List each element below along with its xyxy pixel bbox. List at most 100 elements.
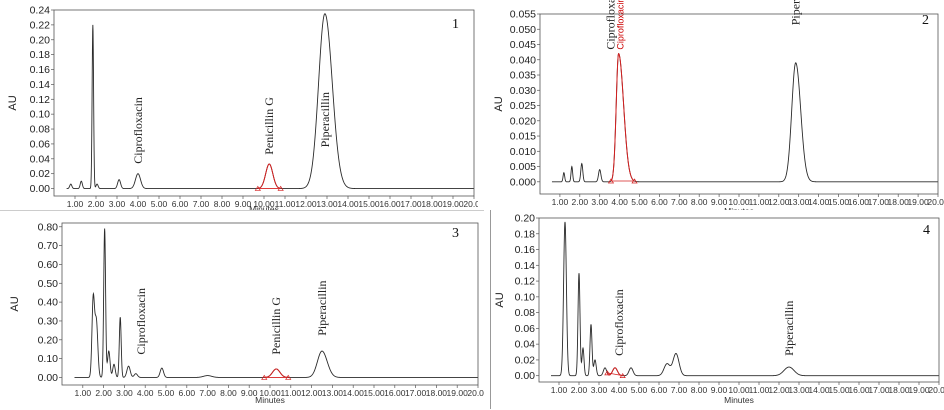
panel-number: 2: [922, 13, 929, 28]
chromatogram-2-plot: 0.000 0.005 0.010 0.015 0.020 0.025 0.030 0.035…: [493, 0, 944, 216]
x-tick-label: 5.00: [631, 385, 648, 395]
x-tick-label: 4.00: [611, 385, 628, 395]
integrated-peak: [264, 368, 289, 378]
y-tick-label: 0.08: [30, 124, 51, 136]
peak-label: Piperacillin: [789, 0, 803, 25]
y-tick-label: 0.50: [38, 278, 59, 290]
x-tick-label: 9.00: [711, 385, 728, 395]
x-tick-label: 3.00: [591, 197, 608, 207]
x-tick-label: 6.00: [651, 385, 668, 395]
peak-label: Ciprofloxacin: [131, 97, 145, 164]
chromatogram-1-plot: 0.00 0.02 0.04 0.06 0.08 0.10 0.12 0.14 0.16 0.18…: [7, 5, 478, 215]
y-tick-label: 0.02: [515, 354, 536, 366]
x-tick-label: 8.00: [220, 388, 237, 398]
x-tick-label: 14.00: [808, 197, 830, 207]
y-tick-label: 0.055: [510, 9, 536, 21]
y-tick-label: 0.035: [510, 70, 536, 82]
y-tick-label: 0.010: [510, 146, 536, 158]
x-tick-label: 7.00: [193, 199, 210, 209]
integration-marker: [631, 178, 638, 184]
x-tick-label: 7.00: [671, 385, 688, 395]
peak-label: Penicillin G: [262, 97, 276, 155]
x-tick-label: 20.00: [467, 388, 484, 398]
x-tick-label: 17.00: [400, 199, 422, 209]
x-tick-label: 15.00: [828, 385, 850, 395]
x-tick-label: 11.00: [280, 388, 301, 398]
x-tick-label: 9.00: [241, 388, 258, 398]
chromatogram-panel-1: 0.00 0.02 0.04 0.06 0.08 0.10 0.12 0.14 0.16 0.18…: [0, 0, 478, 216]
y-tick-label: 0.06: [30, 138, 51, 150]
x-tick-label: 13.00: [322, 388, 344, 398]
y-tick-label: 0.18: [30, 49, 51, 61]
panel-number: 3: [452, 226, 459, 241]
y-tick-label: 0.14: [515, 260, 536, 272]
x-tick-label: 6.00: [179, 388, 196, 398]
y-tick-label: 0.30: [38, 315, 59, 327]
y-tick-label: 0.040: [510, 54, 536, 66]
x-tick-label: 8.00: [691, 197, 708, 207]
x-tick-label: 20.00: [463, 199, 478, 209]
peak-label: Piperacillin: [318, 92, 332, 147]
y-tick-label: 0.025: [510, 100, 536, 112]
y-tick-label: 0.020: [510, 115, 536, 127]
x-tick-label: 14.00: [808, 385, 830, 395]
chromatogram-trace: [551, 221, 939, 377]
x-tick-label: 11.00: [749, 385, 770, 395]
x-tick-label: 17.00: [868, 197, 890, 207]
x-tick-label: 5.00: [151, 199, 168, 209]
y-tick-label: 0.000: [510, 176, 536, 188]
x-tick-label: 2.00: [95, 388, 112, 398]
y-tick-label: 0.050: [510, 24, 536, 36]
x-tick-label: 12.00: [768, 385, 790, 395]
x-tick-label: 1.00: [75, 388, 92, 398]
chromatogram-panel-3: 0.00 0.10 0.20 0.30 0.40 0.50 0.60 0.70 0.80 1.00…: [0, 210, 484, 410]
plot-frame: [538, 217, 940, 383]
chromatogram-trace: [551, 53, 938, 183]
x-tick-label: 3.00: [591, 385, 608, 395]
integration-marker: [607, 178, 615, 184]
y-axis-label: AU: [9, 296, 21, 311]
x-tick-label: 14.00: [343, 388, 365, 398]
y-tick-label: 0.22: [30, 19, 51, 31]
y-tick-label: 0.04: [515, 339, 536, 351]
y-axis-label: AU: [7, 95, 19, 110]
x-tick-label: 16.00: [384, 388, 406, 398]
x-tick-label: 20.00: [928, 385, 944, 395]
y-tick-label: 0.20: [515, 213, 536, 225]
x-tick-label: 13.00: [788, 197, 810, 207]
x-tick-label: 12.00: [295, 199, 317, 209]
integration-marker: [261, 374, 268, 380]
y-tick-label: 0.20: [38, 334, 59, 346]
x-tick-label: 12.00: [768, 197, 790, 207]
y-tick-label: 0.10: [515, 291, 536, 303]
x-tick-label: 2.00: [571, 385, 588, 395]
x-tick-label: 5.00: [158, 388, 175, 398]
x-tick-label: 18.00: [888, 385, 910, 395]
panel-number: 4: [923, 223, 930, 238]
y-tick-label: 0.24: [30, 5, 51, 17]
x-tick-label: 4.00: [130, 199, 147, 209]
y-tick-label: 0.16: [515, 244, 536, 256]
x-tick-label: 10.00: [253, 199, 275, 209]
x-axis-label: Minutes: [255, 395, 285, 405]
x-tick-label: 17.00: [868, 385, 890, 395]
x-tick-label: 4.00: [611, 197, 628, 207]
x-tick-label: 18.00: [426, 388, 448, 398]
y-tick-label: 0.04: [30, 153, 51, 165]
y-tick-label: 0.08: [515, 307, 536, 319]
integration-marker: [604, 370, 611, 376]
integration-marker: [277, 185, 284, 191]
x-tick-label: 18.00: [421, 199, 443, 209]
peak-label: Ciprofloxacin: [612, 289, 626, 356]
x-tick-label: 8.00: [214, 199, 231, 209]
y-tick-label: 0.030: [510, 85, 536, 97]
y-tick-label: 0.045: [510, 39, 536, 51]
x-tick-label: 2.00: [88, 199, 105, 209]
y-tick-label: 0.12: [515, 276, 536, 288]
y-axis-label: AU: [493, 96, 505, 111]
y-tick-label: 0.005: [510, 161, 536, 173]
y-tick-label: 0.10: [30, 109, 51, 121]
peak-label: Piperacillin: [782, 301, 796, 356]
x-tick-label: 16.00: [848, 385, 870, 395]
integration-marker: [254, 185, 261, 191]
